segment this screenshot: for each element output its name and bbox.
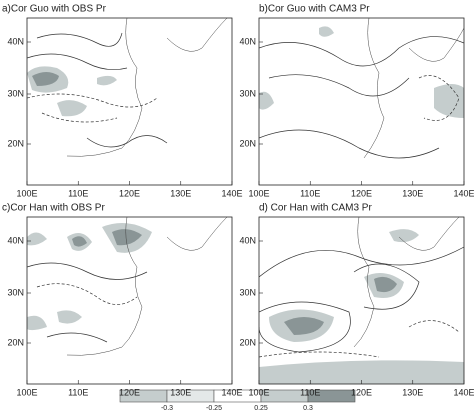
- y-tick-label: 30N: [239, 287, 256, 297]
- y-tick-label: 20N: [239, 138, 256, 148]
- x-tick-label: 130E: [170, 387, 191, 397]
- panel-title: c)Cor Han with OBS Pr: [2, 203, 105, 214]
- x-tick-label: 100E: [248, 387, 269, 397]
- x-tick-label: 100E: [16, 387, 37, 397]
- x-tick-label: 120E: [351, 188, 372, 198]
- y-tick-label: 20N: [7, 337, 24, 347]
- x-tick-label: 120E: [351, 387, 372, 397]
- y-tick-label: 30N: [7, 287, 24, 297]
- x-tick-label: 140E: [221, 387, 242, 397]
- y-tick-label: 40N: [239, 235, 256, 245]
- colorbar-label: 0.3: [303, 405, 313, 412]
- x-tick-label: 140E: [453, 387, 474, 397]
- colorbar: [119, 389, 356, 403]
- x-tick-label: 110E: [68, 188, 88, 198]
- x-tick-label: 120E: [119, 387, 140, 397]
- panel-a-contours: [27, 18, 228, 157]
- x-tick-label: 100E: [248, 188, 269, 198]
- x-tick-label: 110E: [68, 387, 88, 397]
- colorbar-label: -0.25: [206, 405, 222, 412]
- colorbar-label: -0.3: [161, 405, 173, 412]
- panel-c-contours: [27, 217, 228, 356]
- x-tick-label: 100E: [16, 188, 37, 198]
- x-tick-label: 140E: [221, 188, 242, 198]
- y-tick-label: 20N: [239, 337, 256, 347]
- panel-b-contours: [259, 18, 464, 159]
- map-frame: [258, 17, 465, 186]
- x-tick-label: 110E: [300, 387, 320, 397]
- x-tick-label: 140E: [453, 188, 474, 198]
- y-tick-label: 30N: [7, 88, 24, 98]
- map-frame: [26, 17, 233, 186]
- y-tick-label: 40N: [7, 235, 24, 245]
- x-tick-label: 110E: [300, 188, 320, 198]
- y-tick-label: 30N: [239, 88, 256, 98]
- y-tick-label: 20N: [7, 138, 24, 148]
- x-tick-label: 130E: [402, 387, 423, 397]
- panel-title: b)Cor Guo with CAM3 Pr: [259, 4, 370, 15]
- y-tick-label: 40N: [7, 36, 24, 46]
- panel-d-contours: [259, 217, 464, 384]
- colorbar-label: 0.25: [254, 405, 268, 412]
- panel-title: d) Cor Han with CAM3 Pr: [259, 203, 372, 214]
- panel-title: a)Cor Guo with OBS Pr: [2, 4, 107, 15]
- map-frame: [258, 216, 465, 385]
- y-tick-label: 40N: [239, 36, 256, 46]
- x-tick-label: 130E: [170, 188, 191, 198]
- x-tick-label: 130E: [402, 188, 423, 198]
- x-tick-label: 120E: [119, 188, 140, 198]
